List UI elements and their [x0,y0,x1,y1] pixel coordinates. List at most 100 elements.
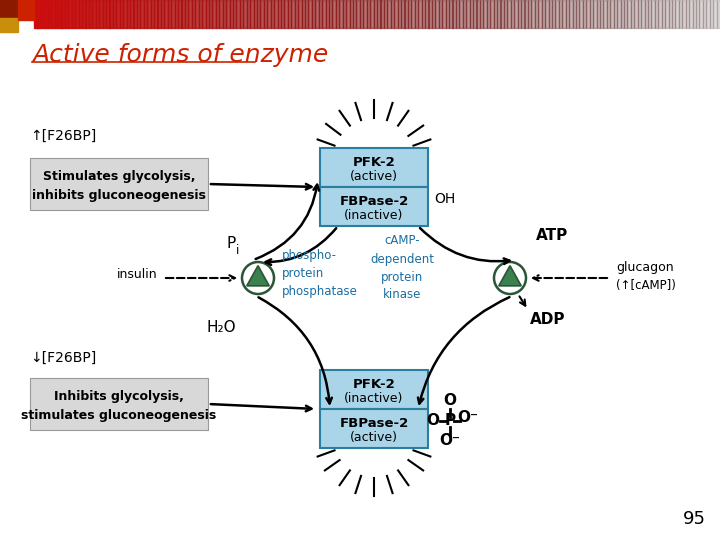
Bar [292,0,294,28]
Bar [161,0,164,28]
Bar [168,0,171,28]
Text: ATP: ATP [536,228,568,244]
Bar [346,0,350,28]
Text: ↓[F26BP]: ↓[F26BP] [30,351,96,365]
Bar [524,0,528,28]
Bar [446,0,449,28]
Polygon shape [499,266,521,286]
Bar [621,0,624,28]
Bar [497,0,500,28]
Text: (active): (active) [350,430,398,443]
Bar [710,0,714,28]
Bar [408,0,411,28]
Bar [284,0,288,28]
Bar [641,0,644,28]
Bar [144,0,148,28]
Bar [41,0,45,28]
Bar [466,0,469,28]
Bar [611,0,613,28]
Bar [590,0,593,28]
Bar [353,0,356,28]
Bar [689,0,693,28]
Bar [219,0,222,28]
Text: ↑[F26BP]: ↑[F26BP] [30,129,96,143]
Bar [391,0,395,28]
Bar [596,0,600,28]
Bar [607,0,611,28]
Text: stimulates gluconeogenesis: stimulates gluconeogenesis [22,409,217,422]
Bar [494,0,497,28]
Text: (inactive): (inactive) [344,392,404,404]
FancyBboxPatch shape [30,158,208,210]
Bar [117,0,120,28]
Bar [55,0,58,28]
Text: PFK-2: PFK-2 [353,156,395,170]
Bar [34,0,37,28]
Bar [490,0,494,28]
Bar [469,0,473,28]
Bar [82,0,86,28]
Bar [164,0,168,28]
Bar [477,0,480,28]
Bar [288,0,292,28]
Bar [158,0,161,28]
Bar [277,0,281,28]
Bar [236,0,240,28]
Bar [528,0,531,28]
Bar [397,0,401,28]
Bar [305,0,308,28]
Text: PFK-2: PFK-2 [353,379,395,392]
Bar [572,0,576,28]
Bar [68,0,72,28]
Bar [703,0,706,28]
Bar [442,0,446,28]
Bar [130,0,133,28]
Bar [133,0,137,28]
Bar [654,0,658,28]
Bar [175,0,178,28]
Bar [549,0,552,28]
Bar [456,0,459,28]
Bar [665,0,669,28]
Text: O⁻: O⁻ [457,410,479,426]
Bar [521,0,525,28]
Bar [508,0,511,28]
Bar [120,0,123,28]
Bar [696,0,700,28]
Bar [37,0,41,28]
Bar [706,0,710,28]
Bar [631,0,634,28]
Bar [418,0,422,28]
Bar [582,0,586,28]
Bar [137,0,140,28]
Bar [189,0,192,28]
Text: inhibits gluconeogenesis: inhibits gluconeogenesis [32,189,206,202]
Text: Stimulates glycolysis,: Stimulates glycolysis, [42,170,195,183]
Bar [147,0,150,28]
Bar [281,0,284,28]
Bar [181,0,185,28]
Bar [432,0,436,28]
Bar [675,0,679,28]
Bar [504,0,508,28]
Bar [75,0,78,28]
Bar [127,0,130,28]
Text: FBPase-2: FBPase-2 [339,195,409,208]
Bar [370,0,374,28]
Bar [463,0,467,28]
Bar [51,0,55,28]
Bar [89,0,92,28]
Bar [552,0,555,28]
Bar [483,0,487,28]
Text: (active): (active) [350,170,398,183]
Bar [209,0,212,28]
Bar [339,0,343,28]
FancyBboxPatch shape [30,378,208,430]
Bar [58,0,61,28]
Bar [600,0,603,28]
Bar [652,0,655,28]
Bar [576,0,580,28]
Bar [212,0,216,28]
Bar [171,0,175,28]
Bar [624,0,627,28]
